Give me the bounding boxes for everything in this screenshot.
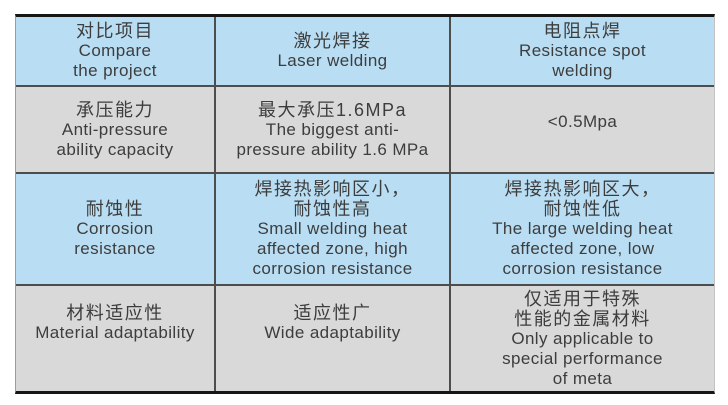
cell-laser-material: 适应性广 Wide adaptability — [216, 286, 451, 391]
cell-text-en: Only applicable to special performance o… — [502, 328, 663, 388]
cell-text-en: Material adaptability — [35, 322, 195, 342]
cell-text-zh: 焊接热影响区大， 耐蚀性低 — [504, 179, 661, 219]
cell-text-zh: 承压能力 — [76, 99, 154, 120]
cell-spot-corrosion: 焊接热影响区大， 耐蚀性低 The large welding heat aff… — [451, 174, 714, 286]
cell-text-zh: 仅适用于特殊 性能的金属材料 — [514, 288, 651, 329]
cell-text-en: Corrosion resistance — [74, 219, 156, 258]
cell-text-zh: 激光焊接 — [293, 31, 372, 51]
cell-text-en: Anti-pressure ability capacity — [56, 119, 174, 159]
cell-text-en: Compare the project — [73, 41, 157, 80]
cell-anti-pressure-item: 承压能力 Anti-pressure ability capacity — [16, 87, 216, 174]
cell-corrosion-item: 耐蚀性 Corrosion resistance — [16, 174, 216, 286]
header-cell-compare-project: 对比项目 Compare the project — [16, 17, 216, 87]
cell-text-zh: 电阻点焊 — [543, 21, 622, 41]
comparison-table: 对比项目 Compare the project 激光焊接 Laser weld… — [15, 14, 715, 394]
cell-text-en: Small welding heat affected zone, high c… — [252, 219, 413, 278]
cell-text-zh: 材料适应性 — [66, 302, 164, 323]
cell-material-item: 材料适应性 Material adaptability — [16, 286, 216, 391]
cell-text-zh: 对比项目 — [76, 21, 154, 41]
cell-text-en: Resistance spot welding — [519, 41, 646, 80]
cell-laser-corrosion: 焊接热影响区小， 耐蚀性高 Small welding heat affecte… — [216, 174, 451, 286]
header-cell-resistance-spot-welding: 电阻点焊 Resistance spot welding — [451, 17, 714, 87]
cell-spot-material: 仅适用于特殊 性能的金属材料 Only applicable to specia… — [451, 286, 714, 391]
header-cell-laser-welding: 激光焊接 Laser welding — [216, 17, 451, 87]
cell-text-zh: 耐蚀性 — [85, 199, 145, 219]
cell-text-zh: 最大承压1.6MPa — [257, 99, 408, 120]
cell-text-zh: 适应性广 — [293, 302, 372, 323]
cell-text-zh: 焊接热影响区小， 耐蚀性高 — [254, 179, 411, 219]
cell-text-en: Wide adaptability — [264, 322, 401, 342]
cell-spot-anti-pressure: <0.5Mpa — [451, 87, 714, 174]
cell-text-en: The biggest anti- pressure ability 1.6 M… — [236, 119, 429, 159]
cell-text-en: <0.5Mpa — [547, 111, 618, 131]
cell-text-en: The large welding heat affected zone, lo… — [492, 219, 673, 278]
cell-text-en: Laser welding — [277, 51, 388, 70]
cell-laser-anti-pressure: 最大承压1.6MPa The biggest anti- pressure ab… — [216, 87, 451, 174]
